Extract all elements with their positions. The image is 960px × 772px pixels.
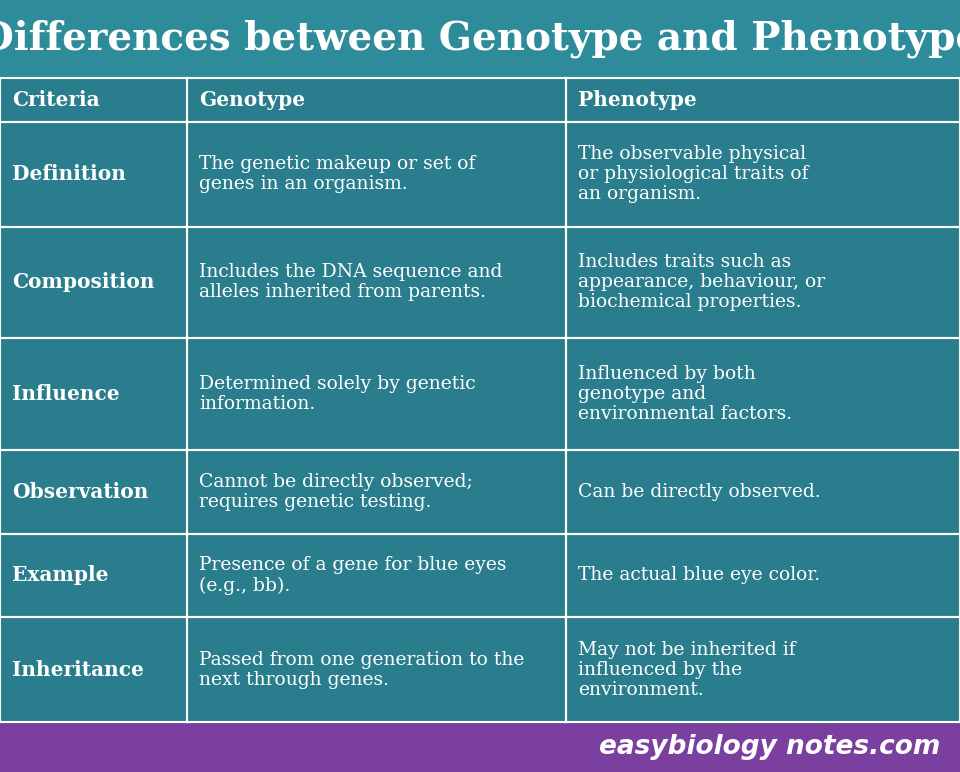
Bar [566,618,960,722]
Text: Includes traits such as: Includes traits such as [578,253,792,272]
Text: Can be directly observed.: Can be directly observed. [578,482,821,501]
Text: Differences between Genotype and Phenotype: Differences between Genotype and Phenoty… [0,20,960,58]
Bar [0,338,187,450]
Bar [0,227,187,338]
Text: The actual blue eye color.: The actual blue eye color. [578,567,821,584]
Text: or physiological traits of: or physiological traits of [578,165,809,183]
Text: biochemical properties.: biochemical properties. [578,293,802,311]
Bar [187,227,566,338]
Bar [0,78,187,122]
Text: Phenotype: Phenotype [578,90,697,110]
Text: Inheritance: Inheritance [12,660,144,679]
Text: Definition: Definition [12,164,126,185]
Text: environmental factors.: environmental factors. [578,405,793,423]
Text: environment.: environment. [578,681,704,699]
Text: Passed from one generation to the: Passed from one generation to the [200,651,524,669]
Bar [566,122,960,227]
Text: alleles inherited from parents.: alleles inherited from parents. [200,283,486,301]
Bar [0,533,187,618]
Bar [566,338,960,450]
Bar [187,78,566,122]
Bar [0,0,960,78]
Text: easybiology notes.com: easybiology notes.com [599,734,940,760]
Text: appearance, behaviour, or: appearance, behaviour, or [578,273,826,292]
Bar [187,618,566,722]
Text: an organism.: an organism. [578,185,702,203]
Text: genotype and: genotype and [578,385,707,403]
Text: next through genes.: next through genes. [200,671,389,689]
Text: Observation: Observation [12,482,149,502]
Text: Cannot be directly observed;: Cannot be directly observed; [200,472,473,491]
Bar [0,78,960,722]
Bar [187,338,566,450]
Text: information.: information. [200,395,316,413]
Text: (e.g., bb).: (e.g., bb). [200,577,291,594]
Text: The observable physical: The observable physical [578,145,806,164]
Text: May not be inherited if: May not be inherited if [578,641,796,659]
Bar [0,618,187,722]
Text: Composition: Composition [12,273,155,293]
Text: Influenced by both: Influenced by both [578,365,756,383]
Text: genes in an organism.: genes in an organism. [200,175,408,193]
Bar [0,722,960,772]
Bar [187,450,566,533]
Text: Criteria: Criteria [12,90,100,110]
Bar [566,450,960,533]
Bar [566,533,960,618]
Bar [187,122,566,227]
Text: requires genetic testing.: requires genetic testing. [200,493,432,511]
Text: Example: Example [12,565,108,585]
Text: The genetic makeup or set of: The genetic makeup or set of [200,155,475,174]
Bar [0,450,187,533]
Text: Presence of a gene for blue eyes: Presence of a gene for blue eyes [200,557,507,574]
Bar [0,122,187,227]
Text: Includes the DNA sequence and: Includes the DNA sequence and [200,263,503,282]
Text: Influence: Influence [12,384,120,404]
Bar [566,78,960,122]
Text: Genotype: Genotype [200,90,305,110]
Bar [566,227,960,338]
Text: influenced by the: influenced by the [578,661,742,679]
Text: Determined solely by genetic: Determined solely by genetic [200,375,476,393]
Bar [187,533,566,618]
